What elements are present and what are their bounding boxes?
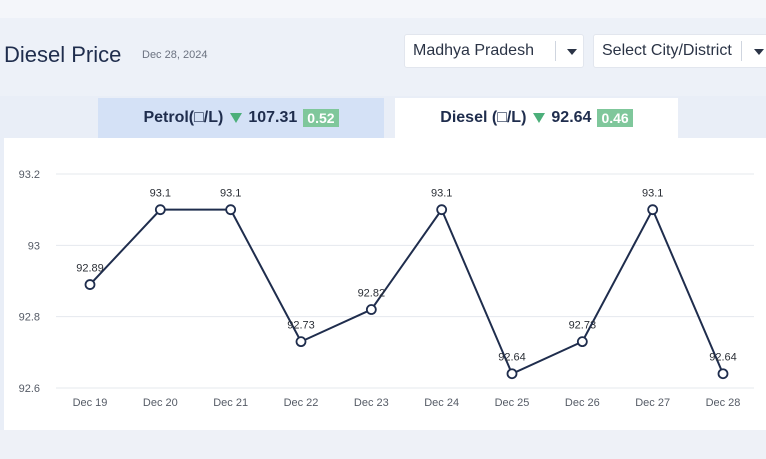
state-select-value: Madhya Pradesh [413, 42, 534, 59]
data-point [295, 336, 307, 348]
data-label: 92.82 [358, 288, 386, 300]
x-tick-label: Dec 26 [565, 397, 600, 409]
data-label: 92.89 [76, 263, 104, 275]
select-divider [741, 41, 742, 61]
city-select-value: Select City/District [602, 42, 732, 59]
x-tick-label: Dec 22 [284, 397, 319, 409]
data-point [365, 304, 377, 315]
tab-petrol-change-badge: 0.52 [303, 109, 339, 127]
data-point [717, 368, 729, 380]
y-tick-label: 93 [28, 240, 40, 252]
x-tick-label: Dec 28 [706, 397, 741, 409]
chevron-down-icon[interactable] [754, 49, 764, 55]
data-label: 93.1 [642, 188, 663, 200]
data-label: 93.1 [431, 188, 452, 200]
x-tick-label: Dec 21 [213, 397, 248, 409]
y-tick-label: 92.8 [19, 312, 40, 324]
tab-petrol-label: Petrol(□/L) [143, 109, 224, 126]
price-date: Dec 28, 2024 [142, 49, 208, 61]
x-tick-label: Dec 19 [73, 397, 108, 409]
data-label: 92.73 [287, 320, 315, 332]
trend-down-icon [230, 113, 243, 123]
bottom-strip [0, 430, 766, 459]
chevron-down-icon[interactable] [567, 49, 577, 55]
tab-diesel-label: Diesel (□/L) [440, 109, 527, 126]
top-strip [0, 0, 766, 18]
data-label: 93.1 [150, 188, 171, 200]
data-point [506, 368, 518, 380]
data-label: 92.64 [498, 352, 526, 364]
x-tick-label: Dec 24 [424, 397, 459, 409]
y-tick-label: 93.2 [19, 169, 40, 181]
data-point [576, 336, 588, 348]
x-tick-label: Dec 23 [354, 397, 389, 409]
tab-petrol-price: 107.31 [248, 109, 298, 126]
x-tick-label: Dec 20 [143, 397, 178, 409]
chart-panel: 93.2 93 92.8 92.6 Dec 19 Dec 20 Dec 21 Dec 22 De… [4, 138, 766, 430]
data-point [225, 204, 237, 216]
x-tick-label: Dec 27 [635, 397, 670, 409]
tab-diesel-change-badge: 0.46 [597, 109, 633, 127]
state-select[interactable]: Madhya Pradesh [404, 34, 584, 68]
tab-diesel[interactable]: Diesel (□/L) 92.64 0.46 [395, 98, 678, 138]
city-select[interactable]: Select City/District [593, 34, 766, 68]
tab-petrol[interactable]: Petrol(□/L) 107.31 0.52 [98, 98, 384, 138]
price-line-chart: 93.2 93 92.8 92.6 Dec 19 Dec 20 Dec 21 Dec 22 De… [19, 169, 754, 409]
tab-diesel-price: 92.64 [551, 109, 592, 126]
trend-down-icon [533, 113, 546, 123]
series-line [89, 207, 724, 376]
data-label: 92.64 [709, 352, 737, 364]
y-tick-label: 92.6 [19, 383, 40, 395]
data-label: 93.1 [220, 188, 241, 200]
data-point [436, 204, 448, 216]
data-label: 92.73 [569, 320, 597, 332]
data-point [154, 204, 166, 216]
x-tick-label: Dec 25 [495, 397, 530, 409]
select-divider [555, 41, 556, 61]
data-point [84, 279, 96, 290]
page-title: Diesel Price [4, 42, 122, 67]
data-point [647, 204, 659, 216]
